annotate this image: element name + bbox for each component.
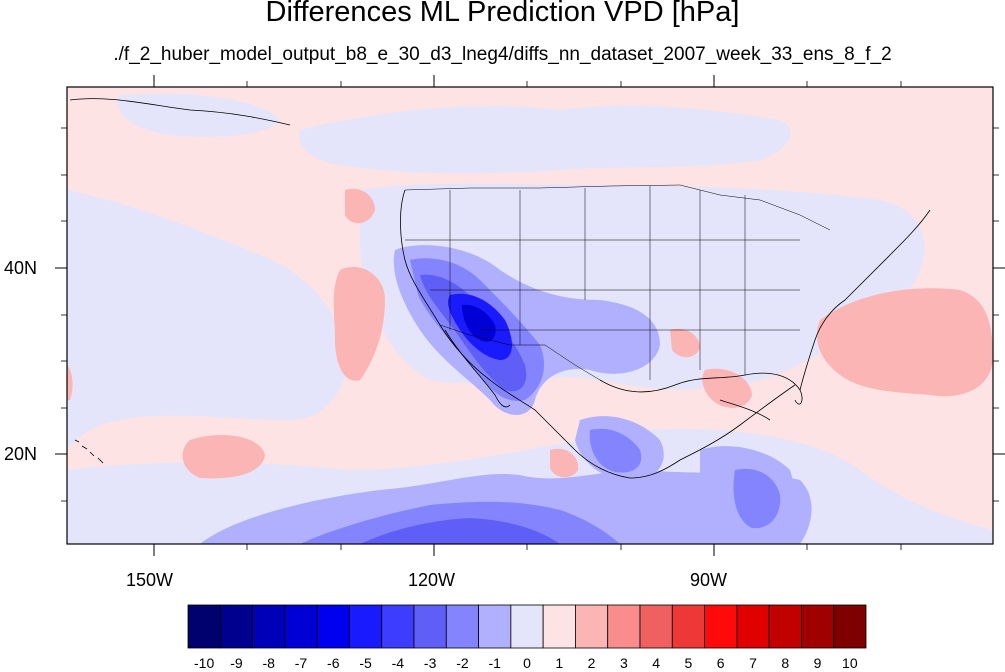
contour-pos1-pac2 xyxy=(182,435,265,479)
state-borders xyxy=(404,184,831,381)
colorbar-label: 2 xyxy=(587,655,596,671)
us-canada-border xyxy=(404,184,831,231)
coast-baja xyxy=(444,329,511,408)
plot-frame xyxy=(66,86,994,545)
coastlines xyxy=(69,98,931,479)
colorbar-box xyxy=(187,604,221,649)
colorbar-box xyxy=(349,604,383,649)
colorbar-label: -5 xyxy=(359,655,372,671)
colorbar-label: 5 xyxy=(684,655,693,671)
colorbar-label: -2 xyxy=(456,655,469,671)
contour-neg1-west xyxy=(67,190,348,450)
contour-pos1-gulf xyxy=(702,368,752,408)
islands xyxy=(74,399,771,464)
coast-east xyxy=(799,209,931,391)
coast-north-america xyxy=(400,189,796,479)
colorbar-label: -7 xyxy=(294,655,308,671)
lon-label-90w: 90W xyxy=(690,570,728,590)
colorbar-label: 7 xyxy=(749,655,757,671)
minor-ticks xyxy=(61,81,999,550)
state-lines-v xyxy=(449,186,746,380)
contour-neg1-nw-pac xyxy=(117,93,280,137)
colorbar-box xyxy=(413,604,447,649)
colorbar-label: 3 xyxy=(619,655,628,671)
colorbar-label: -4 xyxy=(391,655,405,671)
colorbar-label: 8 xyxy=(781,655,790,671)
contour-pos1-or xyxy=(345,188,375,224)
contour-field xyxy=(67,87,993,544)
colorbar-box xyxy=(252,604,286,649)
contour-pos1-mx xyxy=(550,448,579,478)
colorbar-box xyxy=(381,604,415,649)
us-mexico-border xyxy=(439,324,601,381)
lon-label-150w: 150W xyxy=(126,570,174,590)
colorbar-label: -3 xyxy=(423,655,437,671)
colorbar-box xyxy=(316,604,350,649)
colorbar-label: 10 xyxy=(842,655,858,671)
colorbar-box xyxy=(768,604,802,649)
colorbar-label: 1 xyxy=(555,655,564,671)
state-lines-h xyxy=(405,239,800,331)
contour-neg3-carib xyxy=(733,468,781,529)
lat-label-20n: 20N xyxy=(4,444,38,464)
contour-neg4-south xyxy=(360,518,560,544)
colorbar-label: 4 xyxy=(652,655,661,671)
colorbar-box xyxy=(542,604,576,649)
island-cuba xyxy=(719,399,771,421)
contour-neg1-north xyxy=(299,105,791,174)
colorbar-label: -8 xyxy=(262,655,275,671)
colorbar-box xyxy=(671,604,705,649)
colorbar-box xyxy=(510,604,544,649)
lat-label-40n: 40N xyxy=(4,258,38,278)
contour-pos1-pac1 xyxy=(333,266,385,381)
colorbar-box xyxy=(704,604,738,649)
contour-pos1-west xyxy=(67,365,73,400)
ticks xyxy=(55,75,1005,556)
island-hawaii xyxy=(74,439,104,464)
colorbar-label: -10 xyxy=(194,655,215,671)
colorbar-label: 0 xyxy=(523,655,531,671)
colorbar-box xyxy=(219,604,253,649)
colorbar-box xyxy=(801,604,835,649)
colorbar-label: 9 xyxy=(813,655,822,671)
colorbar-box xyxy=(575,604,609,649)
colorbar-box xyxy=(639,604,673,649)
colorbar-box xyxy=(607,604,641,649)
coast-alaska xyxy=(69,98,291,126)
contour-neg6-core xyxy=(462,304,496,342)
colorbar xyxy=(187,604,867,649)
colorbar-box xyxy=(445,604,479,649)
colorbar-box xyxy=(736,604,770,649)
colorbar-box xyxy=(833,604,867,649)
lon-label-120w: 120W xyxy=(408,570,456,590)
colorbar-label: -6 xyxy=(327,655,340,671)
map-subtitle: ./f_2_huber_model_output_b8_e_30_d3_lneg… xyxy=(113,44,892,65)
colorbar-label: 6 xyxy=(716,655,725,671)
contour-pos1-la xyxy=(670,328,700,358)
coast-gulf xyxy=(599,372,803,405)
contour-neg3-cam xyxy=(589,428,642,473)
contour-pos1-atl xyxy=(816,288,993,397)
colorbar-box xyxy=(284,604,318,649)
colorbar-label: -1 xyxy=(488,655,501,671)
colorbar-label: -9 xyxy=(230,655,243,671)
colorbar-box xyxy=(478,604,512,649)
map-title: Differences ML Prediction VPD [hPa] xyxy=(265,0,740,28)
